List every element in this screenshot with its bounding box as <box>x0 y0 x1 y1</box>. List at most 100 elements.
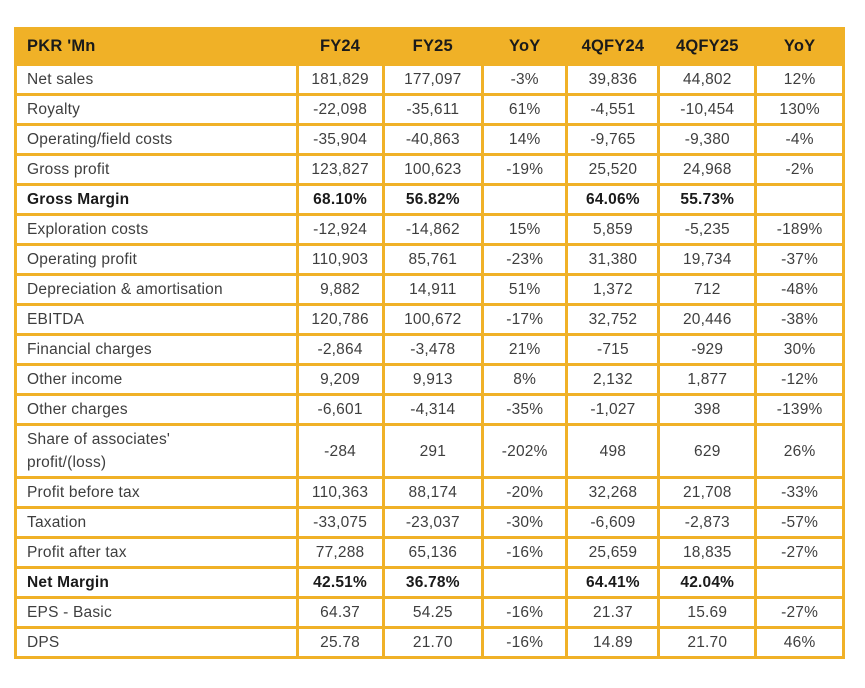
financial-results-table: PKR 'Mn FY24 FY25 YoY 4QFY24 4QFY25 YoY … <box>14 27 845 659</box>
row-label: Operating profit <box>14 243 299 276</box>
row-value: 130% <box>754 93 845 126</box>
row-value: 64.37 <box>295 596 385 629</box>
row-value: -19% <box>480 153 569 186</box>
row-value: -189% <box>754 213 845 246</box>
column-header-fy25: FY25 <box>381 27 484 66</box>
row-value: 110,903 <box>295 243 385 276</box>
row-value: -12,924 <box>295 213 385 246</box>
column-header-yoy-quarter: YoY <box>754 27 845 66</box>
row-value: 32,268 <box>565 476 661 509</box>
row-value: 177,097 <box>381 63 484 96</box>
row-value: 32,752 <box>565 303 661 336</box>
row-value: 5,859 <box>565 213 661 246</box>
row-value: -6,601 <box>295 393 385 426</box>
row-value: -12% <box>754 363 845 396</box>
row-label: EPS - Basic <box>14 596 299 629</box>
row-value: -929 <box>657 333 758 366</box>
row-value: 54.25 <box>381 596 484 629</box>
row-label: Net Margin <box>14 566 299 599</box>
row-value <box>480 566 569 599</box>
row-value: 30% <box>754 333 845 366</box>
row-value: -33% <box>754 476 845 509</box>
row-value: -2,873 <box>657 506 758 539</box>
row-value: -10,454 <box>657 93 758 126</box>
row-label: Operating/field costs <box>14 123 299 156</box>
row-value: -4,314 <box>381 393 484 426</box>
row-value: 26% <box>754 423 845 479</box>
row-value: 21.37 <box>565 596 661 629</box>
row-label: Gross profit <box>14 153 299 186</box>
row-value: -48% <box>754 273 845 306</box>
row-value: 42.51% <box>295 566 385 599</box>
row-value: -35% <box>480 393 569 426</box>
table-row: Other income 9,209 9,913 8% 2,132 1,877 -12% <box>14 363 845 396</box>
row-value: 100,623 <box>381 153 484 186</box>
table-row: Profit before tax 110,363 88,174 -20% 32,268… <box>14 476 845 509</box>
row-label: Exploration costs <box>14 213 299 246</box>
row-value: 25,659 <box>565 536 661 569</box>
row-value: 39,836 <box>565 63 661 96</box>
row-label: Profit before tax <box>14 476 299 509</box>
row-value: 21% <box>480 333 569 366</box>
row-value: -57% <box>754 506 845 539</box>
row-value: -9,765 <box>565 123 661 156</box>
table-body: Net sales 181,829 177,097 -3% 39,836 44,802 12… <box>14 63 845 659</box>
row-value: 55.73% <box>657 183 758 216</box>
row-label: Taxation <box>14 506 299 539</box>
row-value: 498 <box>565 423 661 479</box>
column-header-4qfy25: 4QFY25 <box>657 27 758 66</box>
row-label: Other charges <box>14 393 299 426</box>
row-value: 15.69 <box>657 596 758 629</box>
row-label: DPS <box>14 626 299 659</box>
row-label: Profit after tax <box>14 536 299 569</box>
table-header-row: PKR 'Mn FY24 FY25 YoY 4QFY24 4QFY25 YoY <box>14 27 845 66</box>
row-value: -3% <box>480 63 569 96</box>
row-value: -14,862 <box>381 213 484 246</box>
row-value: 21,708 <box>657 476 758 509</box>
row-value: 181,829 <box>295 63 385 96</box>
row-value: -1,027 <box>565 393 661 426</box>
row-value: -2,864 <box>295 333 385 366</box>
row-value: -40,863 <box>381 123 484 156</box>
row-value: 15% <box>480 213 569 246</box>
row-value: 24,968 <box>657 153 758 186</box>
row-value: 51% <box>480 273 569 306</box>
row-value: 19,734 <box>657 243 758 276</box>
row-value: 712 <box>657 273 758 306</box>
row-label: Share of associates' profit/(loss) <box>14 423 299 479</box>
row-value: 21.70 <box>381 626 484 659</box>
row-value: -16% <box>480 626 569 659</box>
row-value: -23,037 <box>381 506 484 539</box>
row-value: 9,882 <box>295 273 385 306</box>
row-value: 46% <box>754 626 845 659</box>
column-header-fy24: FY24 <box>295 27 385 66</box>
row-value: 85,761 <box>381 243 484 276</box>
row-value: -38% <box>754 303 845 336</box>
row-value: 64.06% <box>565 183 661 216</box>
row-value: 21.70 <box>657 626 758 659</box>
row-value: 14.89 <box>565 626 661 659</box>
row-value: 9,913 <box>381 363 484 396</box>
row-value: -3,478 <box>381 333 484 366</box>
row-value: 61% <box>480 93 569 126</box>
row-value: -16% <box>480 536 569 569</box>
row-value: 65,136 <box>381 536 484 569</box>
row-value: -17% <box>480 303 569 336</box>
row-value: 629 <box>657 423 758 479</box>
row-value: 88,174 <box>381 476 484 509</box>
row-value: -4,551 <box>565 93 661 126</box>
row-value: 123,827 <box>295 153 385 186</box>
row-value: 2,132 <box>565 363 661 396</box>
table-row: Net sales 181,829 177,097 -3% 39,836 44,802 12… <box>14 63 845 96</box>
row-label: Financial charges <box>14 333 299 366</box>
row-value <box>754 566 845 599</box>
row-value: -4% <box>754 123 845 156</box>
column-header-unit: PKR 'Mn <box>14 27 299 66</box>
row-value: 20,446 <box>657 303 758 336</box>
row-value: 9,209 <box>295 363 385 396</box>
row-value: -139% <box>754 393 845 426</box>
table-row: Profit after tax 77,288 65,136 -16% 25,659 18… <box>14 536 845 569</box>
row-value: 56.82% <box>381 183 484 216</box>
row-value: -27% <box>754 536 845 569</box>
row-value: 68.10% <box>295 183 385 216</box>
